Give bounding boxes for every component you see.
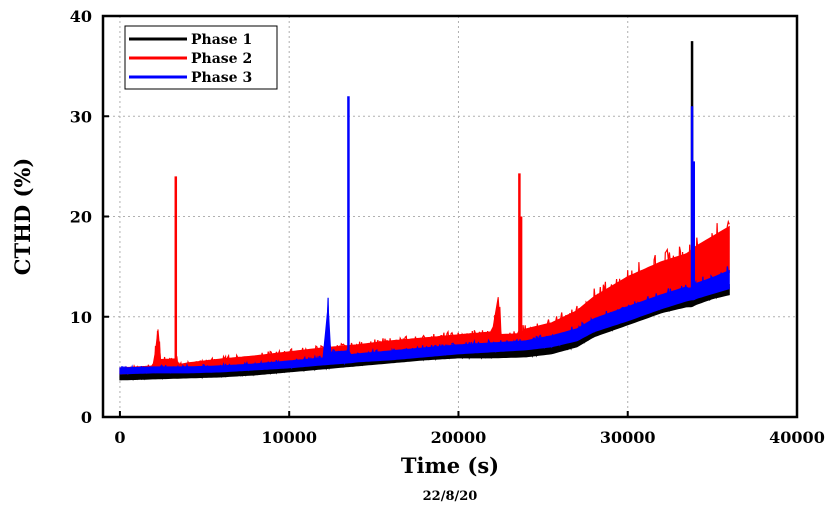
y-tick-label: 30 <box>70 107 92 126</box>
series-line <box>119 266 730 375</box>
series-phase-2 <box>119 173 730 375</box>
series-line <box>119 219 730 375</box>
grid-lines <box>103 16 797 417</box>
axis-ticks: 0 10000 20000 30000 40000 0 10 20 30 40 <box>70 7 825 447</box>
legend-label: Phase 3 <box>191 70 252 86</box>
x-tick-label: 30000 <box>600 428 656 447</box>
legend-label: Phase 1 <box>191 32 252 48</box>
x-axis-label: Time (s) <box>401 453 499 478</box>
y-tick-label: 40 <box>70 7 92 26</box>
y-tick-label: 0 <box>81 408 92 427</box>
chart-caption: 22/8/20 <box>423 489 478 504</box>
plot-series <box>119 41 730 382</box>
series-phase-3 <box>119 96 730 375</box>
legend: Phase 1 Phase 2 Phase 3 <box>124 25 278 90</box>
x-tick-label: 0 <box>114 428 125 447</box>
x-tick-label: 20000 <box>431 428 487 447</box>
series-phase-1 <box>119 41 730 382</box>
x-tick-label: 10000 <box>261 428 317 447</box>
y-axis-label: CTHD (%) <box>10 158 35 276</box>
y-tick-label: 20 <box>70 208 92 227</box>
x-tick-label: 40000 <box>769 428 825 447</box>
legend-label: Phase 2 <box>191 51 252 67</box>
y-tick-label: 10 <box>70 308 92 327</box>
